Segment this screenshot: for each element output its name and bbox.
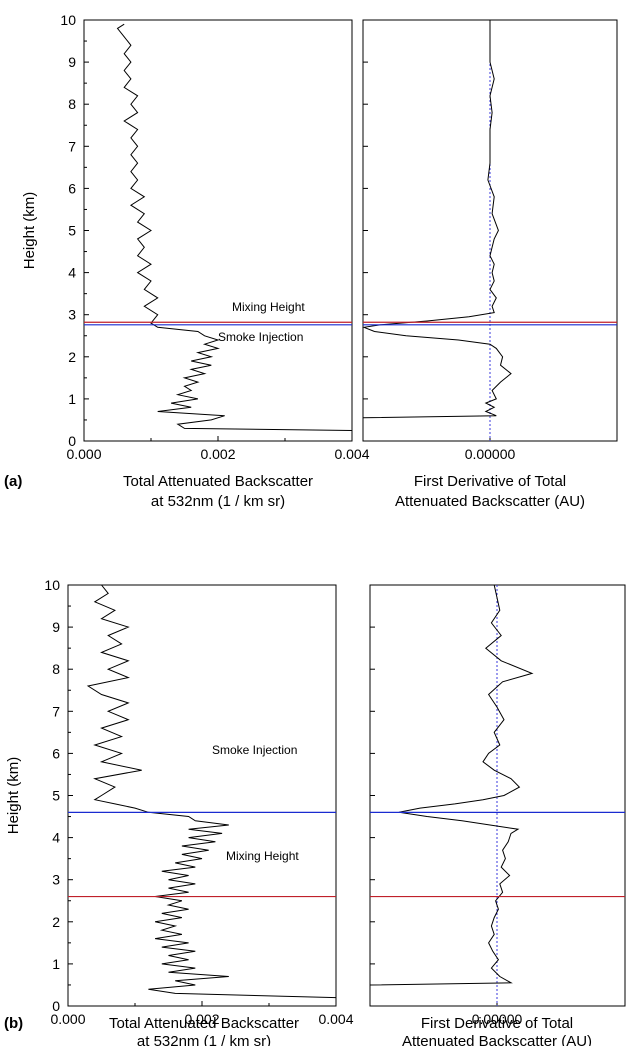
- panel-b-mixing-height-label: Mixing Height: [226, 849, 299, 863]
- panel-b-xtick-label: 0.002: [184, 1011, 219, 1027]
- panel-a-xtick-label: 0.002: [200, 446, 235, 462]
- panel-b-xtick-label: 0.000: [50, 1011, 85, 1027]
- panel-a-ytick-label: 4: [68, 265, 76, 281]
- panel-a-right-xlabel-line2: Attenuated Backscatter (AU): [395, 493, 585, 510]
- panel-b-right-xlabel: First Derivative of Total: [421, 1015, 573, 1032]
- panel-b-backscatter-line: [86, 584, 337, 999]
- panel-b-ytick-label: 3: [52, 872, 60, 888]
- panel-a-tag: (a): [4, 473, 22, 490]
- panel-b-ytick-label: 10: [44, 577, 60, 593]
- panel-a-xtick-label: 0.000: [66, 446, 101, 462]
- panel-a-smoke-injection-label: Smoke Injection: [218, 330, 303, 344]
- panel-b-tag: (b): [4, 1015, 23, 1032]
- panel-a-backscatter-line: [116, 23, 353, 431]
- panel-b-left-frame: [67, 584, 337, 1007]
- panel-b-ytick-label: 7: [52, 703, 60, 719]
- panel-b-left-xlabel-line2: at 532nm (1 / km sr): [137, 1033, 271, 1046]
- panel-b-ytick-label: 2: [52, 914, 60, 930]
- panel-a-ytick-label: 6: [68, 180, 76, 196]
- panel-a-right-xlabel: First Derivative of Total: [414, 473, 566, 490]
- panel-a-ytick-label: 2: [68, 349, 76, 365]
- panel-b-ytick-label: 4: [52, 830, 60, 846]
- panel-a-derivative-line: [362, 20, 512, 419]
- panel-a-ytick-label: 7: [68, 138, 76, 154]
- panel-a-ytick-label: 0: [68, 433, 76, 449]
- panel-b-smoke-injection-label: Smoke Injection: [212, 743, 297, 757]
- panel-b-ytick-label: 9: [52, 619, 60, 635]
- panel-b-right-xlabel-line2: Attenuated Backscatter (AU): [402, 1033, 592, 1046]
- panel-b-ylabel: Height (km): [5, 757, 22, 835]
- panel-a-ytick-label: 5: [68, 223, 76, 239]
- panel-b-xtick-label: 0.004: [318, 1011, 353, 1027]
- panel-a-ytick-label: 10: [60, 12, 76, 28]
- panel-b-ytick-label: 0: [52, 998, 60, 1014]
- panel-a-ylabel: Height (km): [21, 192, 38, 270]
- panel-a-left-xlabel: Total Attenuated Backscatter: [123, 473, 313, 490]
- panel-b-ytick-label: 5: [52, 788, 60, 804]
- panel-a-ytick-label: 3: [68, 307, 76, 323]
- panel-a-ytick-label: 9: [68, 54, 76, 70]
- panel-a-mixing-height-label: Mixing Height: [232, 300, 305, 314]
- panel-a-xtick-label: 0.004: [334, 446, 369, 462]
- panel-b-ytick-label: 1: [52, 956, 60, 972]
- panel-b-right-xtick-label: 0.00000: [472, 1011, 523, 1027]
- panel-b-derivative-line: [369, 584, 534, 986]
- panel-a-right-xtick-label: 0.00000: [465, 446, 516, 462]
- panel-a-left-xlabel-line2: at 532nm (1 / km sr): [151, 493, 285, 510]
- panel-a-ytick-label: 1: [68, 391, 76, 407]
- panel-b-ytick-label: 6: [52, 745, 60, 761]
- panel-a-ytick-label: 8: [68, 96, 76, 112]
- panel-b-left-xlabel: Total Attenuated Backscatter: [109, 1015, 299, 1032]
- panel-b-ytick-label: 8: [52, 661, 60, 677]
- panel-a-left-frame: [83, 19, 353, 442]
